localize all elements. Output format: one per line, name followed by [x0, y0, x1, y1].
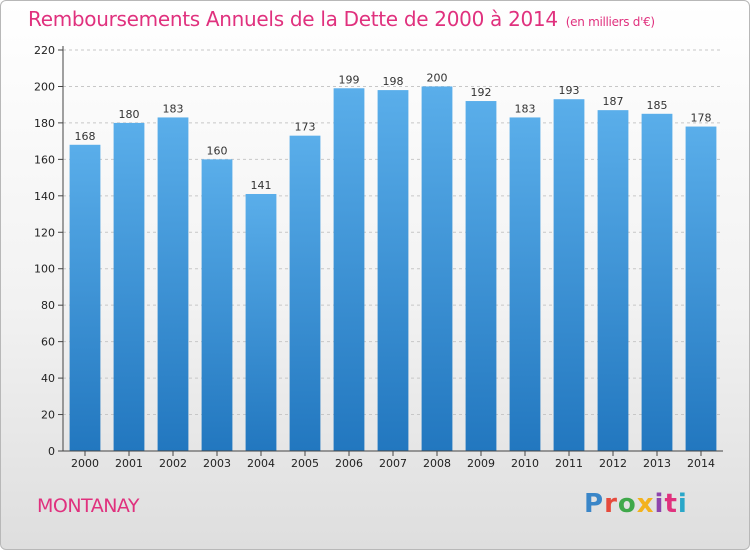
logo-letter: r: [604, 489, 618, 519]
chart-title: Remboursements Annuels de la Dette de 20…: [28, 7, 655, 31]
x-tick-label: 2003: [203, 457, 231, 470]
value-label: 178: [691, 112, 712, 125]
y-tick-label: 60: [41, 336, 55, 349]
logo-letter: i: [654, 489, 665, 519]
bar: [641, 113, 673, 451]
x-tick-label: 2008: [423, 457, 451, 470]
value-label: 200: [427, 71, 448, 84]
logo-letter: t: [664, 489, 678, 519]
y-tick-label: 0: [48, 445, 55, 458]
x-tick-label: 2001: [115, 457, 143, 470]
bar-chart: 0 20 40 60 80 100 120 140 160 180 200 220 168 2000 180…: [34, 44, 723, 470]
x-tick-label: 2011: [555, 457, 583, 470]
bar: [113, 122, 145, 451]
logo-letter: P: [584, 489, 605, 519]
logo-letter: x: [636, 489, 655, 519]
axes: [58, 46, 723, 456]
y-tick-label: 220: [34, 44, 55, 57]
bar: [201, 159, 233, 451]
chart-title-text: Remboursements Annuels de la Dette de 20…: [28, 7, 558, 31]
bar: [421, 86, 453, 452]
x-tick-label: 2012: [599, 457, 627, 470]
bar: [69, 144, 101, 452]
bar: [333, 88, 365, 451]
value-label: 141: [251, 179, 272, 192]
bar: [509, 117, 541, 451]
value-label: 187: [603, 95, 624, 108]
y-tick-label: 100: [34, 263, 55, 276]
x-tick-label: 2013: [643, 457, 671, 470]
value-label: 192: [471, 86, 492, 99]
value-label: 185: [647, 99, 668, 112]
x-tick-label: 2000: [71, 457, 99, 470]
logo-letter: i: [677, 489, 688, 519]
x-tick-label: 2006: [335, 457, 363, 470]
y-tick-label: 20: [41, 409, 55, 422]
x-tick-label: 2014: [687, 457, 715, 470]
x-tick-label: 2004: [247, 457, 275, 470]
value-label: 180: [119, 108, 140, 121]
labels: 0 20 40 60 80 100 120 140 160 180 200 220 168 2000 180…: [34, 44, 715, 470]
bar: [157, 117, 189, 451]
bar: [245, 193, 277, 451]
value-label: 168: [75, 130, 96, 143]
bar: [377, 90, 409, 451]
y-tick-label: 40: [41, 372, 55, 385]
bars: [69, 86, 717, 452]
city-name: MONTANAY: [37, 495, 140, 517]
value-label: 199: [339, 73, 360, 86]
y-tick-label: 80: [41, 299, 55, 312]
x-tick-label: 2005: [291, 457, 319, 470]
chart-unit: (en milliers d'€): [565, 15, 655, 29]
bar: [553, 99, 585, 452]
x-tick-label: 2009: [467, 457, 495, 470]
y-tick-label: 200: [34, 80, 55, 93]
logo-letter: o: [617, 489, 637, 519]
value-label: 160: [207, 144, 228, 157]
x-tick-label: 2007: [379, 457, 407, 470]
value-label: 183: [163, 102, 184, 115]
y-tick-label: 160: [34, 153, 55, 166]
value-label: 173: [295, 121, 316, 134]
value-label: 183: [515, 102, 536, 115]
proxiti-logo: Proxiti: [584, 489, 688, 519]
x-tick-label: 2010: [511, 457, 539, 470]
value-label: 193: [559, 84, 580, 97]
y-tick-label: 180: [34, 117, 55, 130]
bar: [685, 126, 717, 452]
bar: [597, 110, 629, 452]
y-tick-label: 120: [34, 226, 55, 239]
y-tick-label: 140: [34, 190, 55, 203]
bar: [465, 101, 497, 451]
x-tick-label: 2002: [159, 457, 187, 470]
value-label: 198: [383, 75, 404, 88]
bar: [289, 135, 321, 451]
